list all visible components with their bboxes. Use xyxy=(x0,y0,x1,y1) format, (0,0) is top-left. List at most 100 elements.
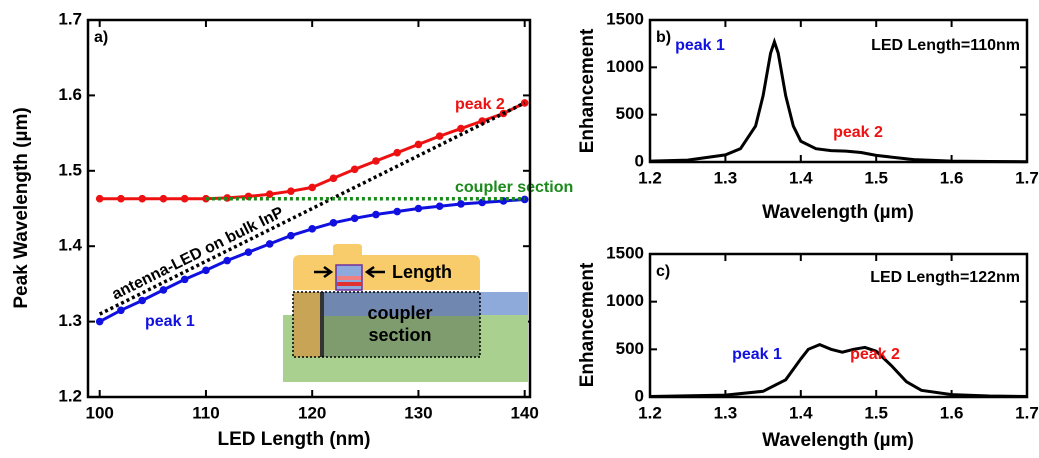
y-tick-label: 1.6 xyxy=(58,85,82,104)
arrow xyxy=(364,265,385,279)
series-label: peak 1 xyxy=(145,313,195,330)
point xyxy=(265,190,274,198)
annotation: peak 2 xyxy=(833,124,883,141)
point xyxy=(287,187,295,195)
y-tick-label: 1.5 xyxy=(58,160,82,179)
point xyxy=(457,124,465,133)
point xyxy=(329,174,338,183)
x-tick-label: 1.6 xyxy=(940,168,964,187)
point xyxy=(138,194,146,203)
inset-diagram: Length coupler section xyxy=(283,244,528,382)
x-axis-label: LED Length (nm) xyxy=(217,429,370,450)
point xyxy=(457,200,465,208)
point xyxy=(287,231,295,240)
x-tick-label: 1.3 xyxy=(714,403,738,422)
led-layer xyxy=(337,282,361,286)
point xyxy=(265,240,274,248)
y-tick-label: 0 xyxy=(635,386,644,405)
y-axis-label: Enhancement xyxy=(577,28,598,153)
point xyxy=(393,148,401,157)
inset-label: coupler xyxy=(367,303,432,323)
plot-frame xyxy=(86,18,532,399)
point xyxy=(478,117,486,125)
point xyxy=(308,225,316,233)
annotation: LED Length=122nm xyxy=(870,269,1020,286)
point xyxy=(138,296,146,305)
annotation: LED Length=110nm xyxy=(871,37,1020,54)
gap xyxy=(320,292,324,357)
y-tick-label: 500 xyxy=(616,339,644,358)
point xyxy=(350,165,359,174)
x-tick-label: 120 xyxy=(298,403,326,422)
point xyxy=(372,157,380,165)
point xyxy=(223,256,231,265)
panel-label: c) xyxy=(656,263,670,280)
x-tick-label: 1.2 xyxy=(638,403,662,422)
y-tick-label: 1500 xyxy=(606,243,644,262)
y-tick-label: 1.4 xyxy=(58,236,82,255)
point xyxy=(414,140,423,149)
point xyxy=(244,248,253,257)
point xyxy=(478,198,486,207)
x-tick-label: 1.2 xyxy=(638,168,662,187)
panel-label: a) xyxy=(94,29,108,46)
coupler-top xyxy=(324,292,480,316)
x-tick-label: 1.5 xyxy=(864,168,888,187)
point xyxy=(180,194,189,203)
point xyxy=(117,194,125,203)
y-tick-label: 1.7 xyxy=(58,9,82,28)
point xyxy=(202,266,210,275)
annotation: peak 2 xyxy=(850,346,900,363)
y-tick-label: 1.2 xyxy=(58,386,82,405)
x-axis-label: Wavelength (µm) xyxy=(762,202,914,223)
inset-label: section xyxy=(368,325,431,345)
point xyxy=(435,132,444,140)
point xyxy=(159,286,168,294)
point xyxy=(117,306,125,315)
annotation: peak 1 xyxy=(732,346,782,363)
x-tick-label: 140 xyxy=(511,403,539,422)
y-tick-label: 1000 xyxy=(606,57,644,76)
x-tick-label: 100 xyxy=(86,403,114,422)
annotation: peak 1 xyxy=(675,37,725,54)
series-line xyxy=(98,101,526,316)
point xyxy=(372,210,380,219)
y-axis-label: Enhancement xyxy=(577,262,598,387)
led-layer xyxy=(337,276,361,280)
x-axis-label: Wavelength (µm) xyxy=(762,430,914,451)
coupler-bottom xyxy=(324,316,480,357)
point xyxy=(393,207,401,216)
y-tick-label: 1000 xyxy=(606,291,644,310)
point xyxy=(350,214,359,223)
point xyxy=(159,194,168,203)
x-tick-label: 1.4 xyxy=(789,168,813,187)
y-tick-label: 500 xyxy=(616,104,644,123)
series-label: antenna-LED on bulk InP xyxy=(109,204,286,304)
point xyxy=(95,194,104,203)
x-tick-label: 1.7 xyxy=(1015,403,1039,422)
panel-label: b) xyxy=(656,29,671,46)
point xyxy=(435,202,444,211)
plot-frame xyxy=(648,252,1029,399)
point xyxy=(95,317,104,326)
series-label: coupler section xyxy=(455,179,573,196)
point xyxy=(308,183,316,192)
y-tick-label: 1500 xyxy=(606,9,644,28)
coupler-outline xyxy=(292,291,481,358)
point xyxy=(180,275,189,284)
plot-frame xyxy=(648,18,1029,164)
x-tick-label: 1.6 xyxy=(940,403,964,422)
point xyxy=(329,219,338,227)
inset-label: Length xyxy=(392,262,452,282)
point xyxy=(414,204,423,213)
x-tick-label: 1.7 xyxy=(1015,168,1039,187)
series-label: peak 2 xyxy=(455,96,505,113)
arrow xyxy=(314,265,334,279)
y-axis-label: Peak Wavelength (µm) xyxy=(11,107,32,308)
x-tick-label: 1.4 xyxy=(789,403,813,422)
x-tick-label: 130 xyxy=(404,403,432,422)
y-tick-label: 0 xyxy=(635,151,644,170)
x-tick-label: 110 xyxy=(192,403,219,422)
x-tick-label: 1.3 xyxy=(714,168,738,187)
